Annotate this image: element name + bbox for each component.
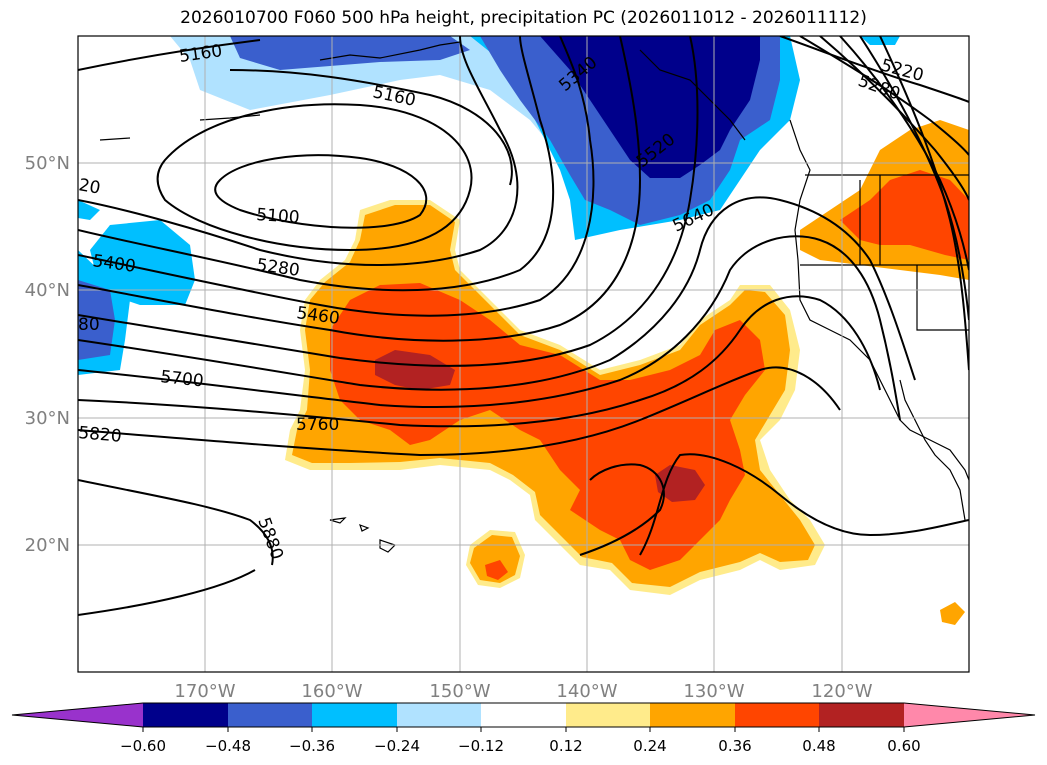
lat-label: 30°N xyxy=(25,408,70,429)
contour-label: 5760 xyxy=(296,415,339,435)
lat-label: 50°N xyxy=(25,153,70,174)
colorbar-tick-label: 0.36 xyxy=(718,737,751,755)
colorbar-tick-label: 0.48 xyxy=(802,737,835,755)
colorbar-swatch xyxy=(735,703,819,727)
colorbar-tick-label: −0.36 xyxy=(289,737,335,755)
lon-label: 160°W xyxy=(301,681,362,702)
lon-label: 150°W xyxy=(429,681,490,702)
contour-label: 5820 xyxy=(78,423,123,447)
colorbar-swatch xyxy=(650,703,735,727)
colorbar-tick-label: 0.60 xyxy=(887,737,920,755)
contour-label: 80 xyxy=(78,315,100,335)
contour-label: 20 xyxy=(77,175,102,198)
colorbar-tick-label: −0.24 xyxy=(374,737,420,755)
lon-label: 130°W xyxy=(683,681,744,702)
lon-label: 140°W xyxy=(556,681,617,702)
lat-labels: 50°N 40°N 30°N 20°N xyxy=(25,153,70,556)
colorbar-swatch xyxy=(566,703,650,727)
colorbar-extend-low xyxy=(12,703,143,727)
colorbar-ticks xyxy=(142,727,905,732)
gridlines xyxy=(78,36,969,672)
colorbar-swatch xyxy=(228,703,312,727)
contour-label: 5700 xyxy=(159,367,204,391)
colorbar-tick-label: −0.48 xyxy=(205,737,251,755)
colorbar-tick-label: 0.12 xyxy=(549,737,582,755)
colorbar: −0.60 −0.48 −0.36 −0.24 −0.12 0.12 0.24 … xyxy=(11,702,1036,755)
colorbar-swatch xyxy=(397,703,481,727)
contour-label: 5100 xyxy=(256,205,301,228)
lon-label: 120°W xyxy=(811,681,872,702)
colorbar-swatch xyxy=(143,703,228,727)
map-title: 2026010700 F060 500 hPa height, precipit… xyxy=(180,8,867,28)
lon-label: 170°W xyxy=(174,681,235,702)
colorbar-extend-high xyxy=(904,703,1035,727)
plot-frame xyxy=(77,35,970,673)
lon-labels: 170°W 160°W 150°W 140°W 130°W 120°W xyxy=(174,681,872,702)
colorbar-tick-labels: −0.60 −0.48 −0.36 −0.24 −0.12 0.12 0.24 … xyxy=(120,737,921,755)
colorbar-swatch xyxy=(819,703,904,727)
lat-label: 40°N xyxy=(25,280,70,301)
colorbar-tick-label: −0.12 xyxy=(458,737,504,755)
colorbar-tick-label: −0.60 xyxy=(120,737,166,755)
height-contours xyxy=(78,36,969,616)
lat-label: 20°N xyxy=(25,535,70,556)
coastlines xyxy=(99,41,969,553)
colorbar-swatch xyxy=(312,703,397,727)
colorbar-swatch xyxy=(481,703,566,727)
colorbar-tick-label: 0.24 xyxy=(633,737,666,755)
negative-anomaly-fill xyxy=(78,36,900,375)
